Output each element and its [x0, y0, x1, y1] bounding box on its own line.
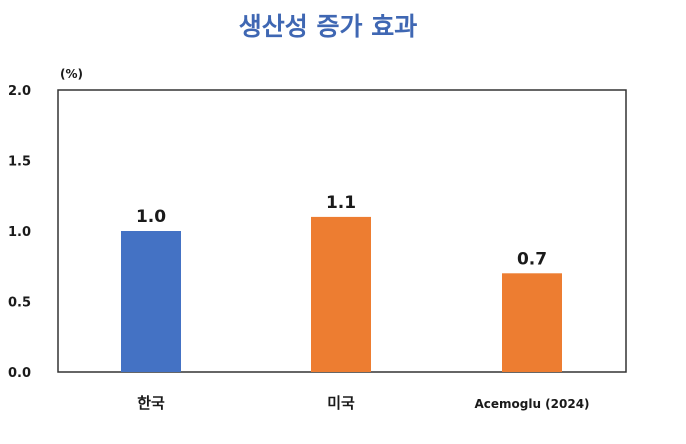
- category-labels: 한국 미국 Acemoglu (2024): [137, 394, 589, 412]
- data-labels: 1.0 1.1 0.7: [136, 193, 547, 269]
- bar-value-label: 1.1: [326, 193, 356, 213]
- chart-title: 생산성 증가 효과: [239, 12, 417, 41]
- category-label: Acemoglu (2024): [474, 397, 589, 411]
- y-tick-label: 1.0: [8, 225, 31, 240]
- y-tick-label: 2.0: [8, 84, 31, 99]
- category-label: 미국: [327, 394, 355, 412]
- bar: [311, 216, 371, 372]
- y-axis-ticks: 0.0 0.5 1.0 1.5 2.0: [8, 84, 31, 381]
- bar: [121, 231, 181, 372]
- y-axis-unit-label: (%): [60, 67, 83, 81]
- y-tick-label: 0.0: [8, 366, 31, 381]
- y-tick-label: 0.5: [8, 296, 31, 311]
- bar-value-label: 0.7: [517, 249, 547, 269]
- bar: [502, 273, 562, 372]
- category-label: 한국: [137, 394, 165, 412]
- y-tick-label: 1.5: [8, 155, 31, 170]
- bars: [121, 216, 562, 372]
- bar-value-label: 1.0: [136, 207, 166, 227]
